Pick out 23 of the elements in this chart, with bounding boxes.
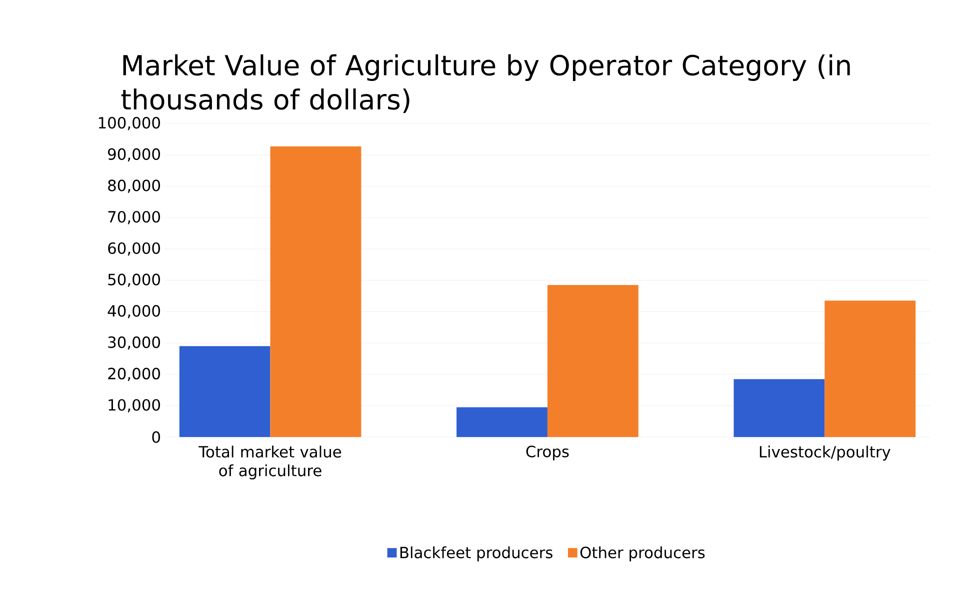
bar (179, 346, 270, 438)
legend-label: Other producers (580, 546, 705, 562)
y-tick-label: 50,000 (108, 274, 160, 287)
y-tick-label: 100,000 (98, 116, 160, 130)
y-tick-label: 40,000 (108, 305, 160, 318)
x-tick-label: Total market value of agriculture (198, 446, 342, 480)
bar (547, 285, 638, 438)
y-tick-label: 10,000 (108, 399, 160, 412)
bar (824, 300, 916, 438)
y-tick-label: 30,000 (108, 336, 160, 350)
bar (734, 379, 825, 438)
x-tick-label: Crops (526, 446, 569, 460)
y-tick-label: 90,000 (108, 148, 160, 162)
chart-title: Market Value of Agriculture by Operator Category (in thousands of dollars) (121, 54, 850, 114)
y-tick-label: 0 (152, 431, 160, 443)
y-tick-label: 20,000 (108, 368, 160, 382)
x-tick-label: Livestock/poultry (760, 446, 890, 461)
legend-label: Blackfeet producers (400, 546, 552, 562)
y-tick-label: 60,000 (108, 242, 160, 256)
bar (270, 146, 362, 438)
y-tick-label: 70,000 (108, 210, 160, 224)
bar (456, 407, 548, 438)
y-tick-label: 80,000 (108, 180, 160, 193)
